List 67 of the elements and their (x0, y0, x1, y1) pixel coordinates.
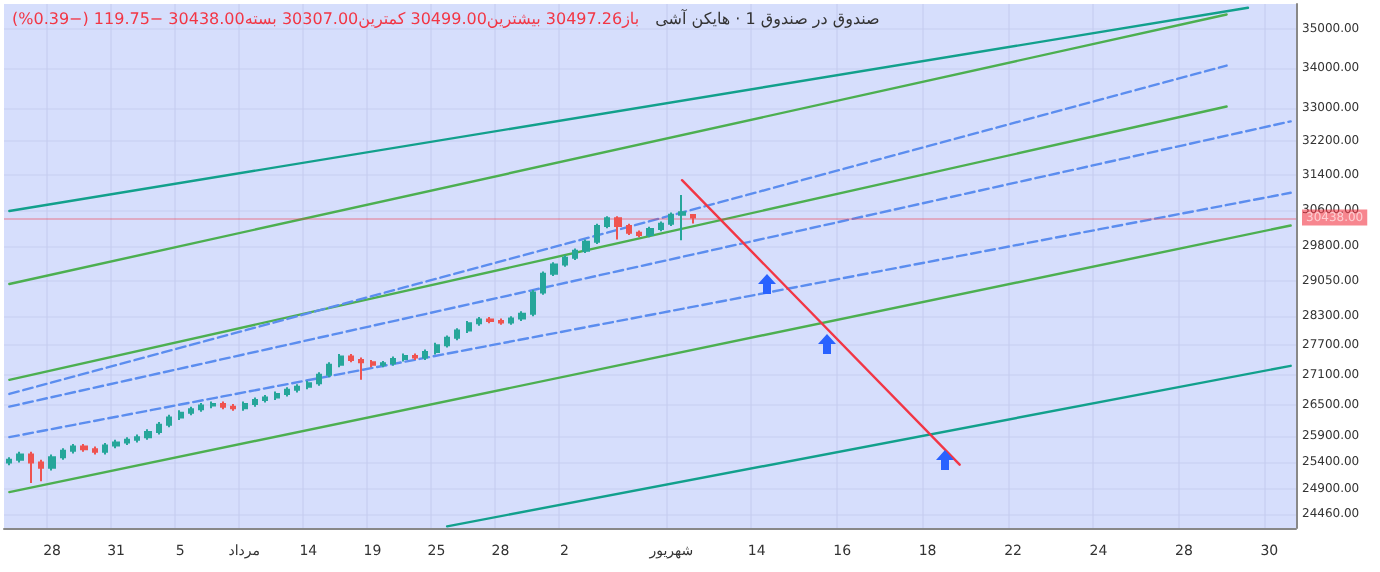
candlestick (102, 441, 108, 456)
candlestick (144, 428, 152, 441)
candlestick (348, 352, 354, 364)
candlestick (134, 433, 140, 444)
candlestick (540, 270, 546, 296)
candlestick (454, 327, 460, 342)
chart-title: صندوق در صندوق 1 · هایکن آشی (655, 10, 880, 28)
candlestick (188, 405, 194, 417)
candlestick (370, 358, 376, 369)
candlestick (594, 222, 600, 245)
candlestick (518, 310, 526, 322)
candlestick (80, 442, 88, 453)
candlestick (572, 247, 578, 261)
candlestick (156, 421, 162, 436)
candlestick (48, 453, 56, 472)
candlestick (434, 341, 440, 356)
candlestick (508, 315, 514, 326)
candlestick (678, 193, 686, 242)
candlestick (60, 447, 66, 461)
candlestick (466, 319, 472, 334)
candlestick (16, 450, 24, 464)
candlestick (668, 211, 674, 227)
candlestick (604, 215, 610, 230)
candlestick (476, 316, 482, 327)
candlestick (124, 436, 130, 447)
candlestick (412, 352, 418, 361)
candlestick (626, 222, 632, 236)
candlestick (198, 402, 204, 413)
candlestick (690, 213, 696, 225)
candlestick (242, 400, 248, 412)
candlestick (252, 396, 258, 408)
candlestick (112, 438, 120, 450)
candlestick (646, 225, 654, 239)
candlestick (422, 348, 428, 361)
candlestick (220, 400, 226, 411)
candlestick (306, 379, 312, 391)
candlestick (614, 215, 622, 241)
candlestick (178, 409, 184, 421)
candlestick (92, 445, 98, 456)
candlestick (284, 386, 290, 398)
candlestick (38, 458, 44, 483)
candlestick (498, 317, 504, 326)
candlestick (390, 355, 396, 367)
candlestick (262, 393, 268, 404)
candlestick (230, 403, 236, 412)
candlestick (636, 229, 642, 239)
candlestick (274, 390, 280, 402)
candlestick (444, 334, 450, 349)
candlestick (28, 450, 34, 484)
candlestick (358, 356, 364, 381)
chart-subtitle: باز30497.26 بیشترین30499.00 کمترین30307.00 بسته30438.00 −119.75 (−0.39%) (12, 10, 640, 28)
candlestick (294, 383, 300, 394)
candlestick (6, 456, 12, 467)
candlestick (316, 371, 322, 387)
candlestick (338, 352, 344, 369)
candlestick (562, 254, 568, 268)
candlestick (582, 238, 590, 255)
candlestick (166, 413, 172, 429)
candlestick (210, 400, 216, 410)
candlestick (402, 352, 408, 363)
candlestick (326, 361, 332, 379)
candlestick (380, 359, 386, 369)
candlestick (70, 442, 76, 455)
candlestick (658, 220, 664, 233)
candlestick (486, 316, 494, 325)
candlestick (550, 261, 558, 278)
candlestick (530, 289, 536, 318)
